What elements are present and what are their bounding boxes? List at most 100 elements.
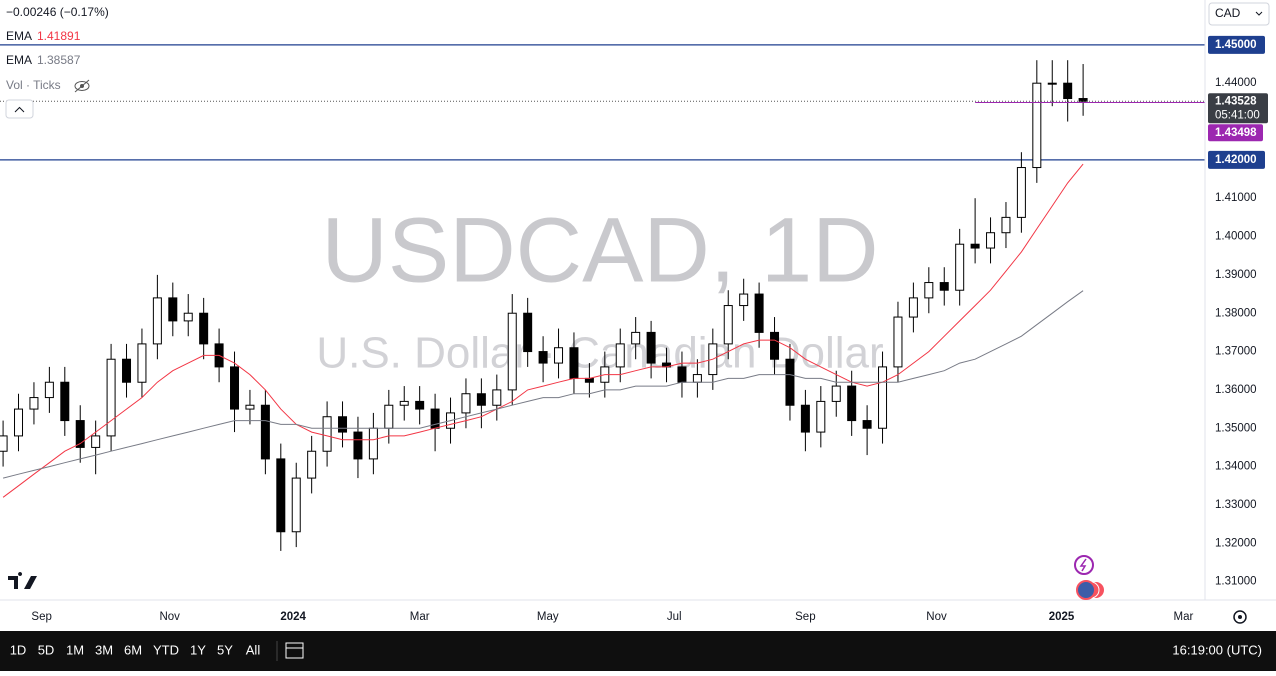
x-tick-label: Sep [31, 611, 51, 623]
bid-tag [1208, 124, 1263, 142]
candle-body [523, 312, 533, 353]
change: −0.00246 (−0.17%) [6, 5, 109, 19]
candle-body [939, 282, 949, 291]
eye-icon[interactable] [74, 79, 90, 93]
range-button[interactable]: 3M [95, 642, 113, 657]
candle-body [199, 312, 209, 345]
candle-body [476, 393, 486, 406]
ema-line [2, 290, 1084, 479]
x-tick-label: Nov [159, 611, 180, 623]
ema-line [2, 163, 1084, 498]
range-button[interactable]: 5D [38, 642, 55, 657]
candle-body [245, 404, 255, 410]
x-tick-label: Sep [795, 611, 815, 623]
calendar-icon[interactable] [276, 641, 304, 661]
candle-body [461, 393, 471, 414]
candle-body [924, 282, 934, 299]
settings-icon[interactable] [1233, 610, 1247, 624]
x-tick-label: 2025 [1049, 611, 1075, 623]
candle-body [152, 297, 162, 345]
range-button[interactable]: 1Y [190, 642, 206, 657]
legend-name: EMA [6, 53, 32, 67]
y-tick-label: 1.36000 [1215, 384, 1257, 396]
candle-body [878, 366, 888, 429]
candle-body [1063, 82, 1073, 100]
candle-body [60, 381, 70, 422]
x-tick-label: May [537, 611, 559, 623]
candle-body [106, 358, 116, 437]
y-tick-label: 1.44000 [1215, 77, 1257, 89]
currency-button[interactable]: CAD [1208, 2, 1270, 26]
candle-body [677, 366, 687, 383]
y-tick-label: 1.40000 [1215, 231, 1257, 243]
candle-body [569, 347, 579, 379]
candle-body [14, 408, 24, 437]
candle-body [183, 312, 193, 322]
candle-body [44, 381, 54, 399]
candle-body [507, 312, 517, 391]
range-button[interactable]: All [246, 642, 261, 657]
candle-body [631, 331, 641, 345]
legend-value: 1.41891 [37, 29, 81, 43]
plot-area [0, 44, 1205, 551]
candle-body [122, 358, 132, 383]
range-button[interactable]: 5Y [217, 642, 233, 657]
y-tick-label: 1.35000 [1215, 422, 1257, 434]
legend-name: EMA [6, 29, 32, 43]
range-button[interactable]: 1M [66, 642, 84, 657]
candle-body [276, 458, 286, 533]
candle-body [646, 331, 656, 364]
candle-body [29, 397, 39, 410]
y-tick-label: 1.38000 [1215, 307, 1257, 319]
x-tick-label: 2024 [280, 611, 306, 623]
legend-value: 1.38587 [37, 53, 81, 67]
candle-body [554, 347, 564, 364]
candle-body [1032, 82, 1042, 169]
candle-body [986, 232, 996, 249]
candle-body [260, 404, 270, 460]
y-tick-label: 1.39000 [1215, 269, 1257, 281]
price-tag [1208, 35, 1265, 54]
candle-body [368, 427, 378, 460]
price-tag [1208, 150, 1265, 169]
candle-body [816, 400, 826, 433]
candle-body [230, 366, 240, 410]
y-tick-label: 1.34000 [1215, 461, 1257, 473]
watermark-title: USDCAD, 1D [321, 199, 878, 301]
candle-body [955, 243, 965, 291]
candle-body [847, 385, 857, 422]
candle-body [800, 404, 810, 433]
range-buttons: 1D 5D 1M 3M 6M YTD 1Y 5Y All [10, 642, 261, 657]
candle-body [1001, 216, 1011, 234]
candle-body [692, 374, 702, 383]
candle-body [291, 477, 301, 533]
event-icons[interactable] [1074, 555, 1104, 600]
range-button[interactable]: 1D [10, 642, 27, 657]
y-tick-label: 1.37000 [1215, 346, 1257, 358]
candle-body [862, 420, 872, 429]
price-tag-label: 1.42000 [1215, 154, 1257, 166]
candle-body [1016, 167, 1026, 218]
last-price-label: 1.43528 [1215, 95, 1257, 107]
volume-label: Vol · Ticks [6, 78, 61, 92]
toolbar [0, 631, 1276, 671]
collapse-button[interactable] [5, 99, 34, 119]
currency: CAD [1215, 6, 1241, 20]
countdown: 05:41:00 [1215, 109, 1260, 121]
candle-body [322, 416, 332, 452]
candle-body [908, 297, 918, 318]
candle-body [785, 358, 795, 406]
x-tick-label: Jul [667, 611, 682, 623]
candle-body [492, 389, 502, 406]
candle-body [893, 316, 903, 368]
watermark-subtitle: U.S. Dollar · Canadian Dollar [316, 329, 883, 378]
candle-body [739, 293, 749, 307]
y-tick-label: 1.31000 [1215, 576, 1257, 588]
candle-body [353, 431, 363, 460]
candle-body [168, 297, 178, 322]
tv-logo [8, 572, 37, 589]
range-button[interactable]: YTD [153, 642, 179, 657]
candle-body [75, 420, 85, 448]
range-button[interactable]: 6M [124, 642, 142, 657]
